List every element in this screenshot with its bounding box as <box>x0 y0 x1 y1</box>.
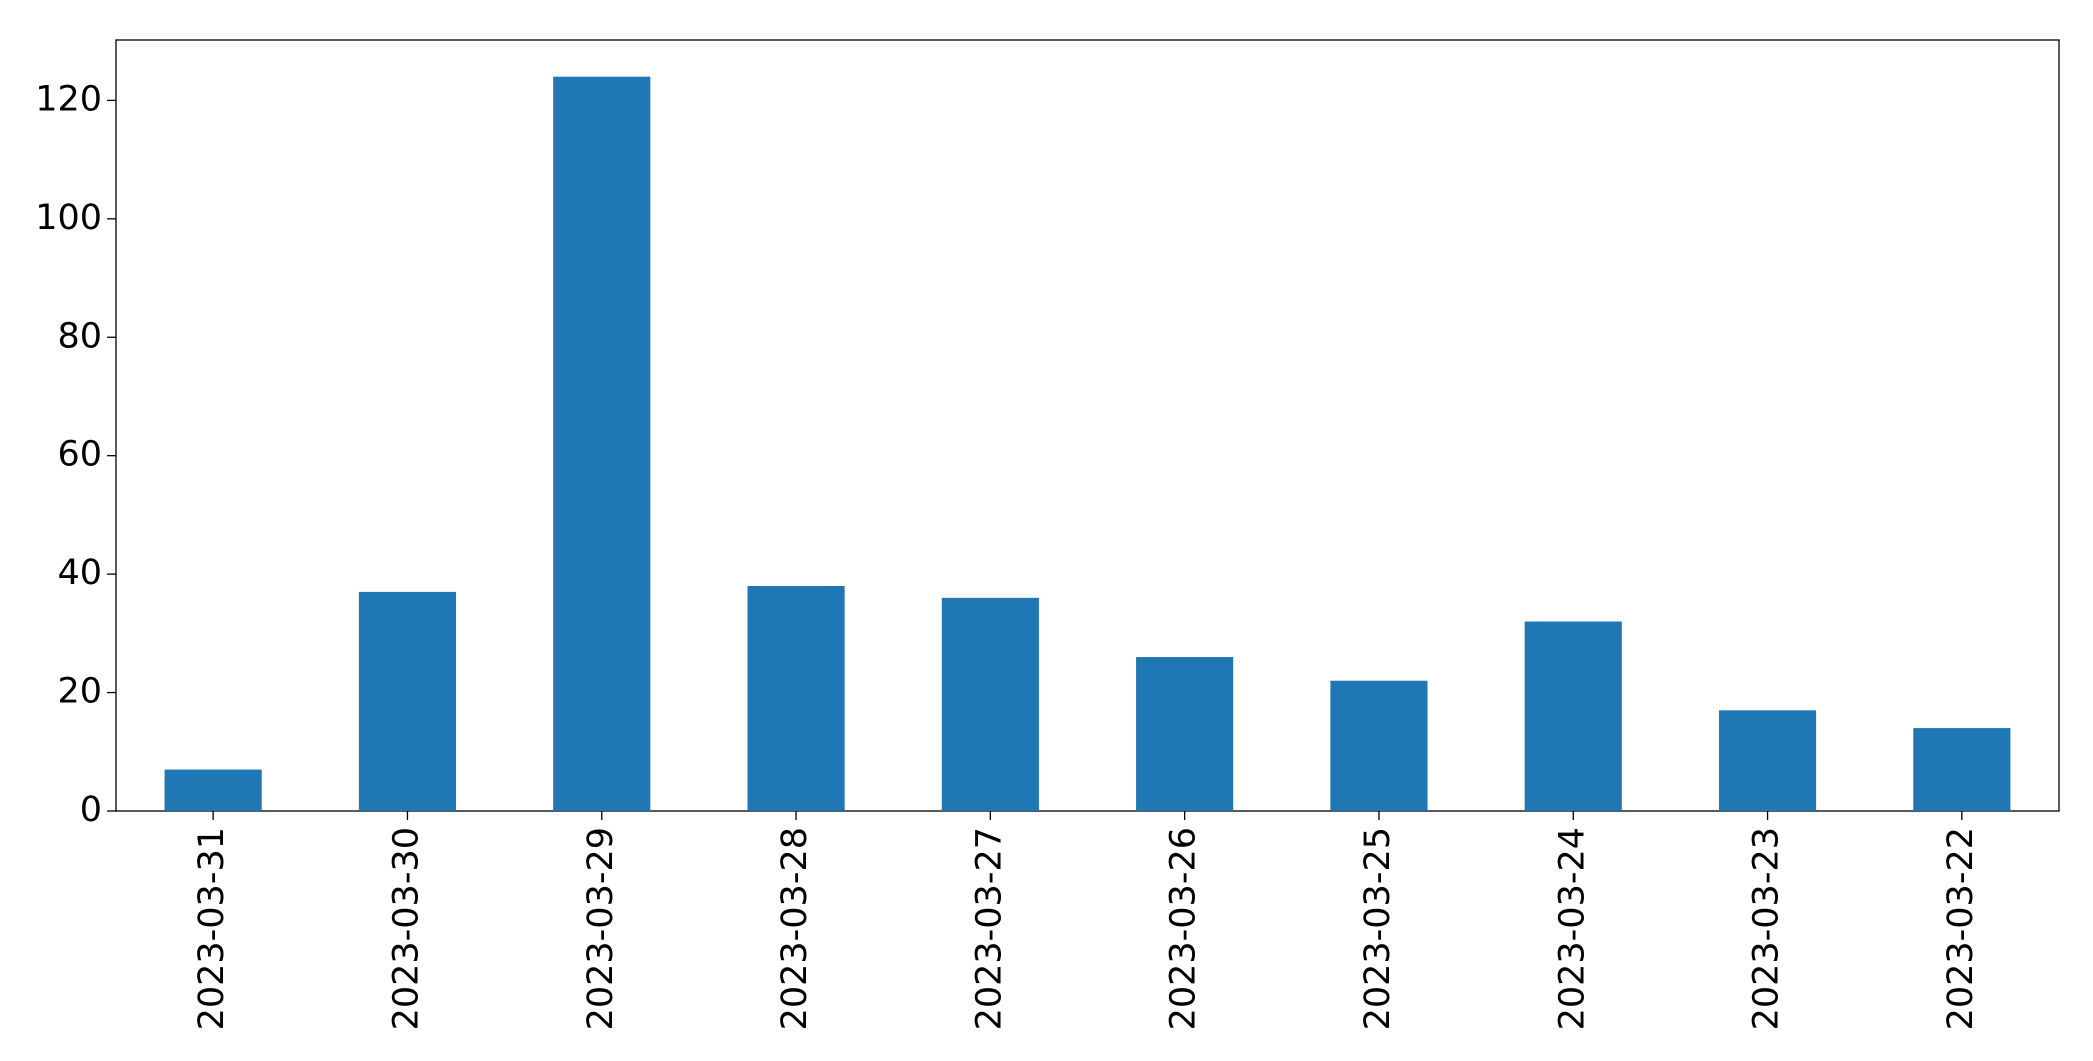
x-tick-label: 2023-03-25 <box>1358 827 1398 1030</box>
x-tick-label: 2023-03-28 <box>775 827 815 1030</box>
bar <box>553 76 651 811</box>
x-tick-label: 2023-03-22 <box>1941 827 1981 1030</box>
bar <box>1718 710 1817 811</box>
x-tick-label: 2023-03-27 <box>969 827 1009 1030</box>
x-tick-label: 2023-03-26 <box>1164 827 1204 1030</box>
y-tick-label: 120 <box>35 79 102 119</box>
bar <box>941 597 1039 811</box>
plot-frame <box>115 39 2060 812</box>
bar <box>1913 728 2011 811</box>
y-tick-label: 20 <box>57 672 102 712</box>
bar <box>1136 657 1234 811</box>
bar <box>1524 621 1622 811</box>
bar <box>358 591 457 811</box>
x-tick-label: 2023-03-23 <box>1747 827 1787 1030</box>
y-tick-label: 60 <box>57 435 102 475</box>
y-tick-label: 40 <box>57 553 102 593</box>
bar <box>1330 680 1428 811</box>
y-tick-label: 0 <box>80 790 102 830</box>
y-tick-label: 80 <box>57 316 102 356</box>
x-tick-label: 2023-03-29 <box>581 827 621 1030</box>
x-tick-label: 2023-03-24 <box>1552 827 1592 1030</box>
bar <box>747 585 845 811</box>
y-tick-label: 100 <box>35 198 102 238</box>
x-tick-label: 2023-03-31 <box>192 827 232 1030</box>
bar <box>164 769 262 811</box>
x-tick-label: 2023-03-30 <box>386 827 426 1030</box>
